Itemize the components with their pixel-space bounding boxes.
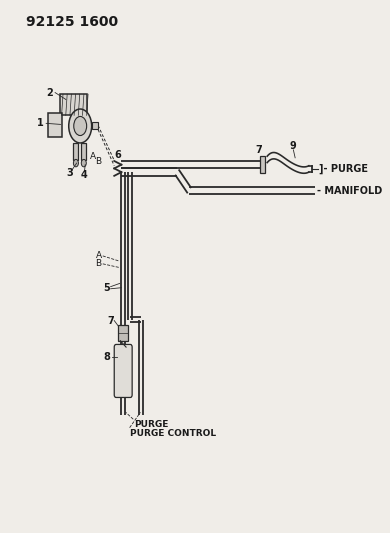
Text: 7: 7	[107, 316, 114, 326]
Text: 9: 9	[290, 141, 297, 151]
Circle shape	[69, 109, 92, 143]
Text: 6: 6	[115, 150, 122, 160]
Bar	[48, 113, 62, 136]
Text: 92125 1600: 92125 1600	[27, 14, 119, 29]
Text: 7: 7	[255, 145, 262, 155]
Bar	[73, 143, 78, 160]
Text: B: B	[95, 157, 101, 166]
Text: ]- PURGE: ]- PURGE	[319, 164, 368, 174]
Circle shape	[73, 159, 78, 167]
Text: PURGE: PURGE	[134, 420, 168, 429]
Circle shape	[81, 159, 86, 167]
Text: 2: 2	[46, 87, 53, 98]
Text: 1: 1	[37, 118, 44, 128]
Text: 3: 3	[66, 168, 73, 177]
Text: B: B	[96, 260, 102, 268]
Text: 8: 8	[104, 352, 110, 361]
Text: A: A	[90, 152, 96, 161]
Text: 4: 4	[80, 170, 87, 180]
Bar	[260, 156, 265, 173]
Text: - MANIFOLD: - MANIFOLD	[317, 185, 382, 196]
Text: 5: 5	[104, 282, 110, 293]
Bar	[118, 325, 128, 341]
Text: A: A	[96, 252, 102, 261]
Circle shape	[74, 116, 87, 135]
FancyBboxPatch shape	[114, 344, 132, 398]
Bar	[92, 122, 98, 128]
Bar	[81, 143, 86, 160]
Bar	[60, 94, 87, 115]
Text: PURGE CONTROL: PURGE CONTROL	[130, 429, 216, 438]
